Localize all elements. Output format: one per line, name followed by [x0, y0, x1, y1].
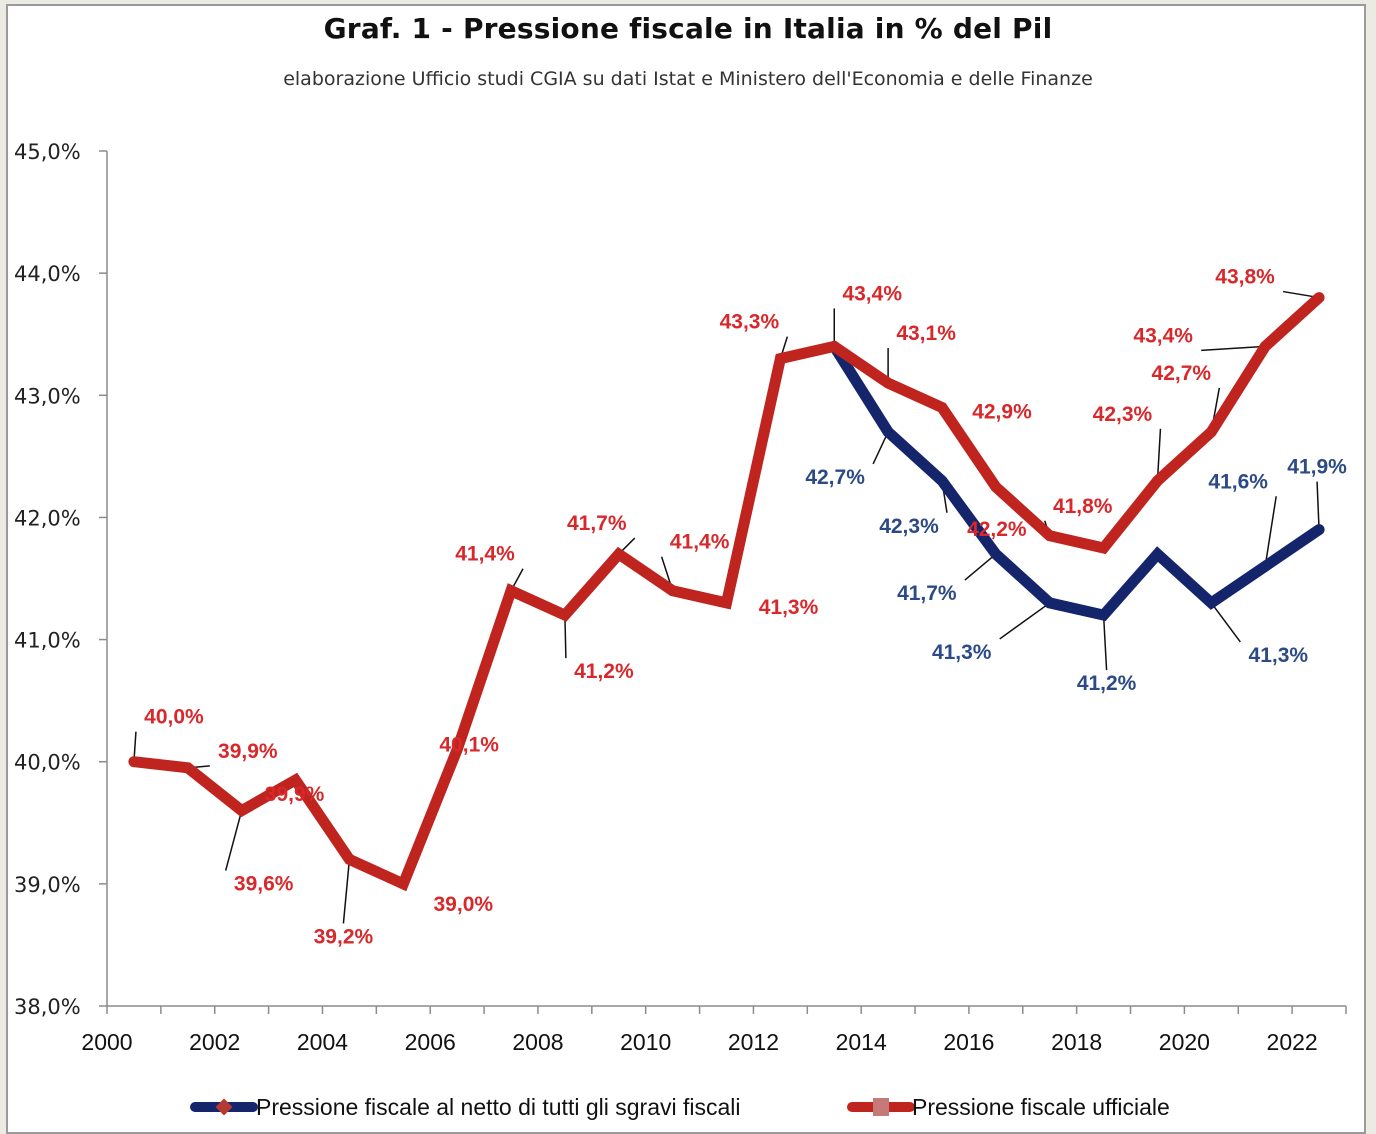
data-label: 41,4%	[670, 531, 730, 554]
x-tick-label: 2018	[1051, 1029, 1102, 1055]
data-label: 41,2%	[1077, 672, 1137, 695]
data-label: 43,4%	[842, 282, 902, 305]
data-labels: 42,7% 42,3% 41,7% 41,3% 41,2% 41,3% 41,6% 41,9%…	[144, 266, 1347, 949]
data-label: 42,9%	[972, 401, 1032, 424]
data-label: 39,6%	[234, 873, 294, 896]
legend-label: Pressione fiscale al netto di tutti gli …	[256, 1094, 741, 1120]
data-label: 41,3%	[932, 641, 992, 664]
legend: Pressione fiscale al netto di tutti gli …	[195, 1094, 1170, 1120]
legend-label: Pressione fiscale ufficiale	[912, 1094, 1170, 1120]
data-label: 39,9%	[265, 783, 325, 806]
x-tick-label: 2016	[943, 1029, 994, 1055]
label-leader-line	[1317, 482, 1319, 530]
data-label: 43,3%	[720, 311, 780, 334]
data-label: 41,3%	[759, 596, 819, 619]
label-leader-line	[1104, 615, 1107, 670]
square-marker-icon	[873, 1098, 889, 1116]
data-label: 42,3%	[1093, 403, 1153, 426]
data-label: 42,7%	[805, 466, 865, 489]
data-label: 41,8%	[1053, 495, 1113, 518]
label-leader-line	[226, 811, 242, 871]
y-tick-label: 39,0%	[14, 873, 81, 897]
data-label: 43,1%	[896, 322, 956, 345]
data-label: 42,3%	[879, 515, 939, 538]
x-tick-label: 2004	[297, 1029, 348, 1055]
x-tick-label: 2020	[1159, 1029, 1210, 1055]
data-label: 42,7%	[1152, 362, 1212, 385]
data-label: 40,0%	[144, 706, 204, 729]
y-tick-label: 45,0%	[14, 140, 81, 164]
diamond-marker-icon	[216, 1099, 233, 1116]
data-label: 41,3%	[1249, 644, 1309, 667]
data-label: 40,1%	[439, 734, 499, 757]
data-label: 39,2%	[314, 925, 374, 948]
data-label: 41,7%	[567, 512, 627, 535]
data-label: 43,8%	[1215, 266, 1275, 289]
x-tick-label: 2002	[189, 1029, 240, 1055]
x-tick-label: 2000	[81, 1029, 132, 1055]
data-label: 41,6%	[1208, 470, 1268, 493]
y-tick-label: 44,0%	[14, 262, 81, 286]
x-tick-label: 2010	[620, 1029, 671, 1055]
y-tick-label: 42,0%	[14, 506, 81, 530]
x-tick-label: 2008	[512, 1029, 563, 1055]
x-tick-label: 2022	[1267, 1029, 1318, 1055]
y-tick-label: 40,0%	[14, 751, 81, 775]
data-label: 43,4%	[1133, 324, 1193, 347]
label-leader-line	[1000, 603, 1050, 639]
y-tick-label: 38,0%	[14, 995, 81, 1019]
label-leader-line	[565, 615, 566, 658]
data-label: 41,7%	[897, 582, 957, 605]
x-tick-label: 2012	[728, 1029, 779, 1055]
label-leader-line	[1211, 603, 1240, 642]
x-tick-label: 2014	[836, 1029, 887, 1055]
y-tick-label: 41,0%	[14, 629, 81, 653]
data-label: 41,2%	[574, 660, 634, 683]
label-leader-line	[965, 554, 996, 580]
data-label: 39,9%	[218, 740, 278, 763]
data-label: 39,0%	[434, 893, 494, 916]
label-leader-line	[343, 859, 349, 923]
x-tick-label: 2006	[405, 1029, 456, 1055]
label-leader-line	[1201, 346, 1265, 350]
y-tick-label: 43,0%	[14, 384, 81, 408]
data-label: 41,9%	[1287, 456, 1347, 479]
data-label: 42,2%	[967, 518, 1027, 541]
data-label: 41,4%	[455, 543, 515, 566]
